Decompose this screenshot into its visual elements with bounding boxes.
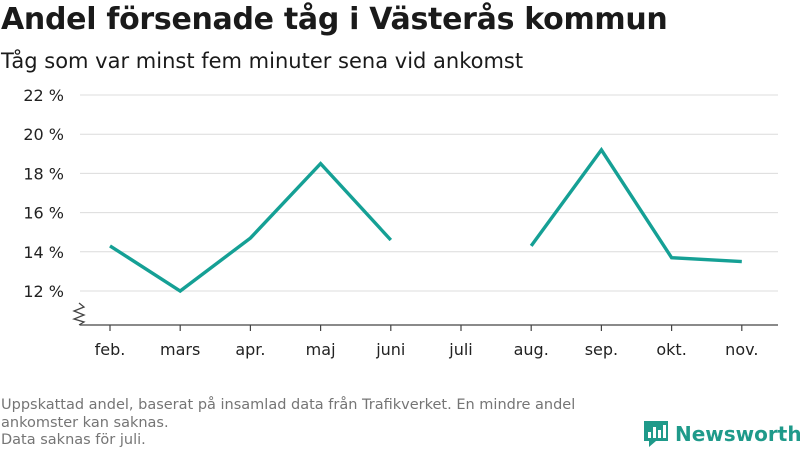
x-tick-label: okt. (656, 340, 686, 359)
axis-break-marker (72, 302, 86, 326)
y-tick-label: 22 % (23, 86, 64, 105)
footnote-line: Data saknas för juli. (1, 432, 146, 448)
y-tick-label: 16 % (23, 204, 64, 223)
x-tick-label: juli (448, 340, 472, 359)
series-line (529, 146, 742, 264)
newsworthy-logo-icon (644, 421, 668, 447)
footnote: Uppskattad andel, baserat på insamlad da… (1, 397, 641, 450)
x-tick-label: aug. (514, 340, 549, 359)
chart-subtitle: Tåg som var minst fem minuter sena vid a… (1, 49, 524, 73)
line-chart: 12 % 14 % 16 % 18 % 20 % 22 % feb. mars apr. maj j… (23, 86, 778, 359)
y-tick-label: 18 % (23, 164, 64, 183)
x-tick-label: feb. (95, 340, 126, 359)
x-tick-label: mars (160, 340, 200, 359)
brand: Newsworthy (643, 419, 800, 449)
x-tick-label: sep. (585, 340, 618, 359)
x-tick-label: apr. (235, 340, 265, 359)
footnote-line: Uppskattad andel, baserat på insamlad da… (1, 397, 576, 413)
y-tick-label: 20 % (23, 125, 64, 144)
y-tick-label: 12 % (23, 282, 64, 301)
footnote-line: ankomster kan saknas. (1, 414, 169, 431)
series-line (109, 161, 393, 294)
x-tick-label: nov. (725, 340, 758, 359)
y-tick-label: 14 % (23, 243, 64, 262)
chart-title: Andel försenade tåg i Västerås kommun (1, 2, 668, 37)
brand-name: Newsworthy (675, 422, 800, 446)
x-tick-label: juni (375, 340, 405, 359)
x-tick-label: maj (306, 340, 336, 359)
